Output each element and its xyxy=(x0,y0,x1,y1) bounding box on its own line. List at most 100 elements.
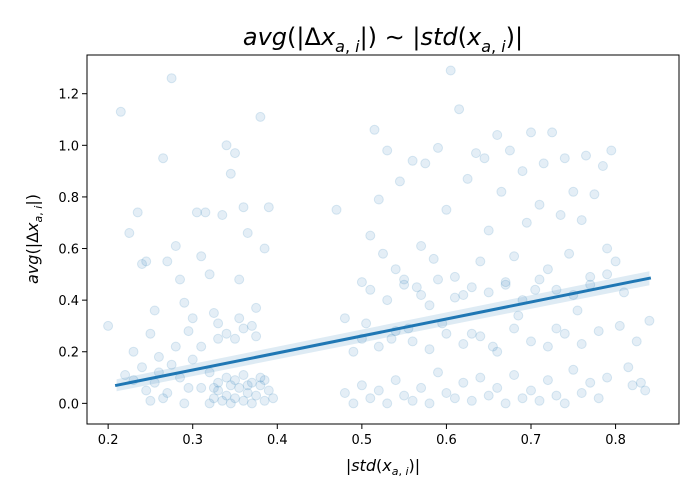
scatter-point xyxy=(251,302,262,313)
scatter-point xyxy=(259,375,270,386)
y-tick-label: 1.2 xyxy=(58,88,79,103)
scatter-point xyxy=(411,282,422,293)
scatter-point xyxy=(635,377,646,388)
scatter-point xyxy=(500,398,511,409)
scatter-point xyxy=(234,313,245,324)
x-tick-label: 0.6 xyxy=(436,433,457,448)
scatter-point xyxy=(424,344,435,355)
scatter-point xyxy=(200,207,211,218)
scatter-point xyxy=(555,210,566,220)
scatter-point xyxy=(162,256,173,267)
scatter-point xyxy=(137,362,147,373)
scatter-point xyxy=(449,271,460,282)
scatter-point xyxy=(394,176,405,187)
scatter-point xyxy=(509,323,520,334)
scatter-point xyxy=(581,150,591,161)
scatter-point xyxy=(238,323,249,334)
scatter-point xyxy=(542,375,553,386)
scatter-point xyxy=(238,395,249,406)
scatter-point xyxy=(378,248,388,259)
scatter-point xyxy=(208,382,219,393)
x-tick-label: 0.5 xyxy=(352,433,373,448)
scatter-point xyxy=(559,328,570,339)
scatter-point xyxy=(183,326,194,337)
scatter-point xyxy=(407,395,418,406)
scatter-point xyxy=(382,295,393,306)
scatter-point xyxy=(551,323,562,334)
scatter-point xyxy=(225,168,236,179)
scatter-point xyxy=(458,377,469,388)
scatter-point xyxy=(623,362,634,373)
scatter-point xyxy=(124,228,135,238)
scatter-point xyxy=(187,313,198,324)
chart-title: avg(|Δxa, i|) ∼ |std(xa, i)| xyxy=(243,23,523,56)
scatter-point xyxy=(619,287,629,298)
scatter-point xyxy=(170,241,181,251)
x-tick-label: 0.2 xyxy=(98,433,119,448)
scatter-point xyxy=(551,390,562,401)
scatter-point xyxy=(441,204,452,215)
scatter-point xyxy=(234,274,245,285)
scatter-point xyxy=(221,140,232,151)
scatter-point xyxy=(483,287,494,298)
scatter-point xyxy=(492,130,503,140)
scatter-point xyxy=(462,173,473,184)
scatter-point xyxy=(597,161,608,171)
scatter-point xyxy=(166,73,177,84)
scatter-point xyxy=(208,308,219,318)
scatter-point xyxy=(373,385,384,396)
scatter-point xyxy=(602,372,613,383)
scatter-point xyxy=(471,148,481,159)
scatter-point xyxy=(627,380,638,391)
scatter-point xyxy=(259,395,270,406)
scatter-point xyxy=(339,388,350,398)
scatter-point xyxy=(496,186,507,197)
scatter-point xyxy=(466,328,477,339)
scatter-point xyxy=(242,380,253,391)
scatter-point xyxy=(170,341,181,352)
scatter-point xyxy=(585,377,596,388)
scatter-point xyxy=(424,398,435,409)
scatter-point xyxy=(238,370,249,380)
scatter-point xyxy=(433,367,443,378)
x-tick-label: 0.7 xyxy=(521,433,542,448)
scatter-point xyxy=(263,385,274,396)
scatter-point xyxy=(246,320,257,331)
scatter-point xyxy=(213,385,224,396)
scatter-point xyxy=(246,377,257,388)
scatter-point xyxy=(517,393,528,404)
x-tick-label: 0.8 xyxy=(605,433,626,448)
scatter-point xyxy=(483,225,494,236)
scatter-point xyxy=(526,385,536,396)
scatter-point xyxy=(255,372,266,383)
scatter-point xyxy=(504,145,515,156)
scatter-point xyxy=(390,375,401,386)
scatter-point xyxy=(246,398,257,409)
scatter-point xyxy=(268,393,279,404)
scatter-point xyxy=(234,382,245,393)
scatter-point xyxy=(433,274,443,285)
scatter-point xyxy=(517,166,528,177)
scatter-point xyxy=(631,336,642,347)
scatter-point xyxy=(454,104,465,115)
scatter-point xyxy=(576,388,587,398)
scatter-point xyxy=(416,241,427,251)
scatter-point xyxy=(416,382,427,393)
scatter-point xyxy=(141,385,152,396)
scatter-point xyxy=(373,194,384,205)
scatter-point xyxy=(547,127,558,138)
scatter-point xyxy=(213,333,224,344)
scatter-point xyxy=(475,256,486,267)
scatter-point xyxy=(585,271,596,282)
scatter-point xyxy=(225,398,236,409)
scatter-point xyxy=(115,106,126,117)
x-axis: 0.2 0.3 0.4 0.5 0.6 0.7 0.8 xyxy=(98,424,626,448)
scatter-points xyxy=(103,65,655,409)
scatter-point xyxy=(166,359,177,370)
scatter-point xyxy=(382,145,393,156)
scatter-point xyxy=(196,382,207,393)
scatter-point xyxy=(221,328,232,339)
scatter-point xyxy=(373,341,384,352)
scatter-point xyxy=(534,274,545,285)
y-axis-label: avg(|Δxa, i|) xyxy=(23,194,45,284)
